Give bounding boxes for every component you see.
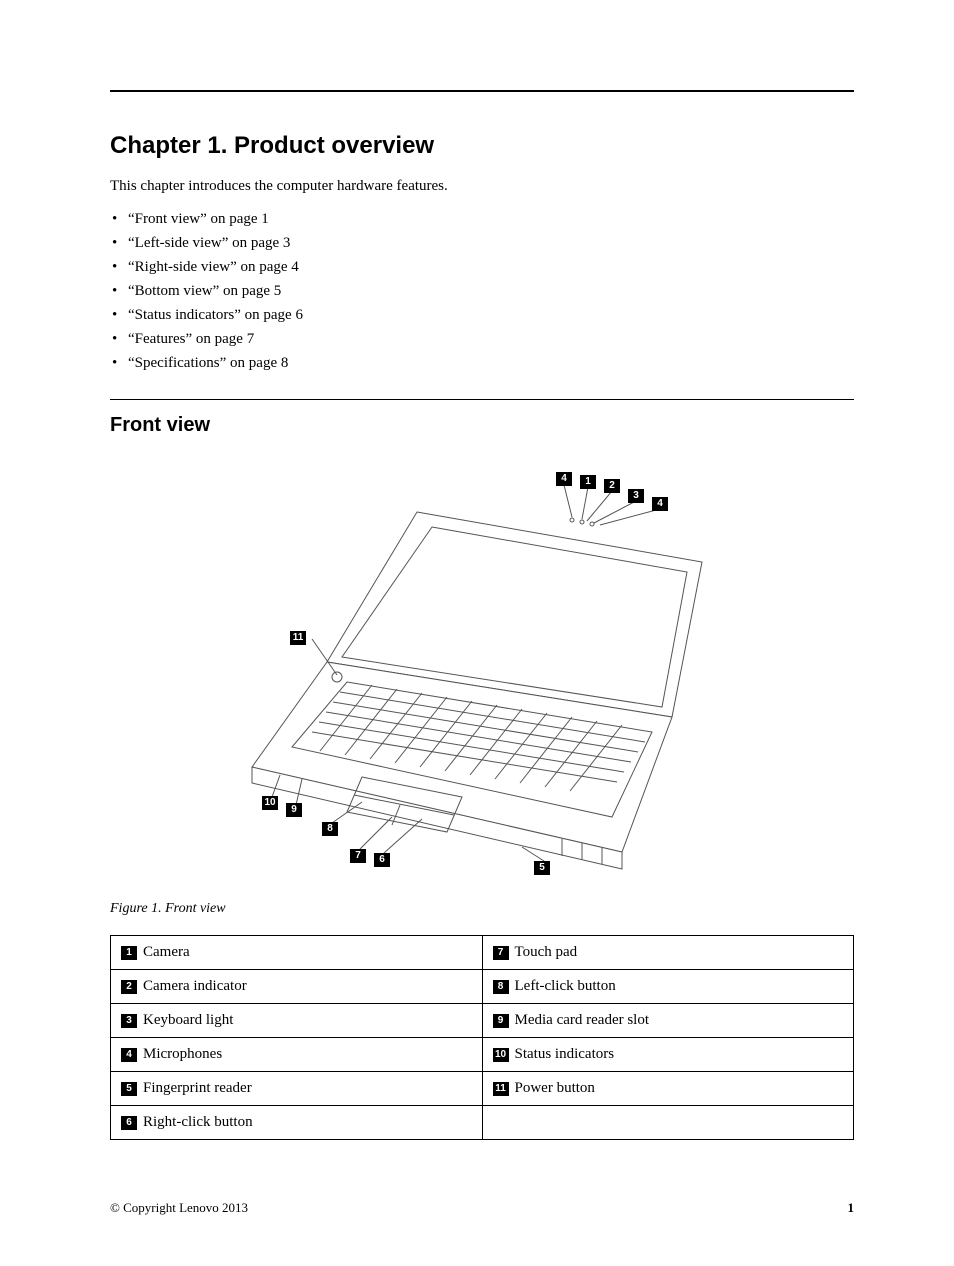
num-badge: 3 bbox=[121, 1014, 137, 1028]
callout-badge: 7 bbox=[350, 849, 366, 863]
figure-caption: Figure 1. Front view bbox=[110, 901, 854, 917]
legend-table: 1 Camera 7 Touch pad 2 Camera indicator 8 Le… bbox=[110, 935, 854, 1140]
legend-text: Camera bbox=[143, 944, 190, 960]
legend-text: Fingerprint reader bbox=[143, 1080, 252, 1096]
legend-text: Media card reader slot bbox=[515, 1012, 650, 1028]
num-badge: 10 bbox=[493, 1048, 509, 1062]
front-view-figure: 4 1 2 3 4 11 10 9 8 7 6 5 bbox=[222, 457, 742, 887]
page-number: 1 bbox=[848, 1200, 855, 1216]
legend-text: Camera indicator bbox=[143, 978, 247, 994]
toc-item[interactable]: “Front view” on page 1 bbox=[110, 207, 854, 231]
callout-badge: 11 bbox=[290, 631, 306, 645]
num-badge: 1 bbox=[121, 946, 137, 960]
top-rule bbox=[110, 90, 854, 92]
callout-badge: 2 bbox=[604, 479, 620, 493]
table-row: 3 Keyboard light 9 Media card reader slot bbox=[111, 1004, 854, 1038]
legend-text: Microphones bbox=[143, 1046, 222, 1062]
legend-text: Status indicators bbox=[515, 1046, 615, 1062]
callout-badge: 6 bbox=[374, 853, 390, 867]
num-badge: 9 bbox=[493, 1014, 509, 1028]
intro-text: This chapter introduces the computer har… bbox=[110, 178, 854, 195]
num-badge: 5 bbox=[121, 1082, 137, 1096]
copyright-text: © Copyright Lenovo 2013 bbox=[110, 1200, 248, 1216]
num-badge: 6 bbox=[121, 1116, 137, 1130]
num-badge: 8 bbox=[493, 980, 509, 994]
callout-badge: 3 bbox=[628, 489, 644, 503]
num-badge: 4 bbox=[121, 1048, 137, 1062]
toc-item[interactable]: “Right-side view” on page 4 bbox=[110, 255, 854, 279]
toc-list: “Front view” on page 1 “Left-side view” … bbox=[110, 207, 854, 375]
table-row: 5 Fingerprint reader 11 Power button bbox=[111, 1072, 854, 1106]
callout-badge: 8 bbox=[322, 822, 338, 836]
page-footer: © Copyright Lenovo 2013 1 bbox=[110, 1200, 854, 1216]
callout-badge: 5 bbox=[534, 861, 550, 875]
toc-item[interactable]: “Status indicators” on page 6 bbox=[110, 303, 854, 327]
laptop-illustration-icon bbox=[222, 457, 742, 887]
toc-item[interactable]: “Left-side view” on page 3 bbox=[110, 231, 854, 255]
legend-text: Touch pad bbox=[515, 944, 578, 960]
legend-text: Keyboard light bbox=[143, 1012, 233, 1028]
toc-item[interactable]: “Features” on page 7 bbox=[110, 327, 854, 351]
legend-text: Right-click button bbox=[143, 1114, 253, 1130]
table-row: 1 Camera 7 Touch pad bbox=[111, 936, 854, 970]
legend-text: Power button bbox=[515, 1080, 595, 1096]
callout-badge: 4 bbox=[556, 472, 572, 486]
table-row: 6 Right-click button bbox=[111, 1106, 854, 1140]
table-row: 4 Microphones 10 Status indicators bbox=[111, 1038, 854, 1072]
num-badge: 2 bbox=[121, 980, 137, 994]
callout-badge: 9 bbox=[286, 803, 302, 817]
table-row: 2 Camera indicator 8 Left-click button bbox=[111, 970, 854, 1004]
section-heading: Front view bbox=[110, 414, 854, 437]
section-rule bbox=[110, 399, 854, 400]
toc-item[interactable]: “Specifications” on page 8 bbox=[110, 351, 854, 375]
callout-badge: 4 bbox=[652, 497, 668, 511]
callout-badge: 10 bbox=[262, 796, 278, 810]
chapter-title: Chapter 1. Product overview bbox=[110, 132, 854, 160]
toc-item[interactable]: “Bottom view” on page 5 bbox=[110, 279, 854, 303]
num-badge: 11 bbox=[493, 1082, 509, 1096]
num-badge: 7 bbox=[493, 946, 509, 960]
legend-text: Left-click button bbox=[515, 978, 616, 994]
callout-badge: 1 bbox=[580, 475, 596, 489]
